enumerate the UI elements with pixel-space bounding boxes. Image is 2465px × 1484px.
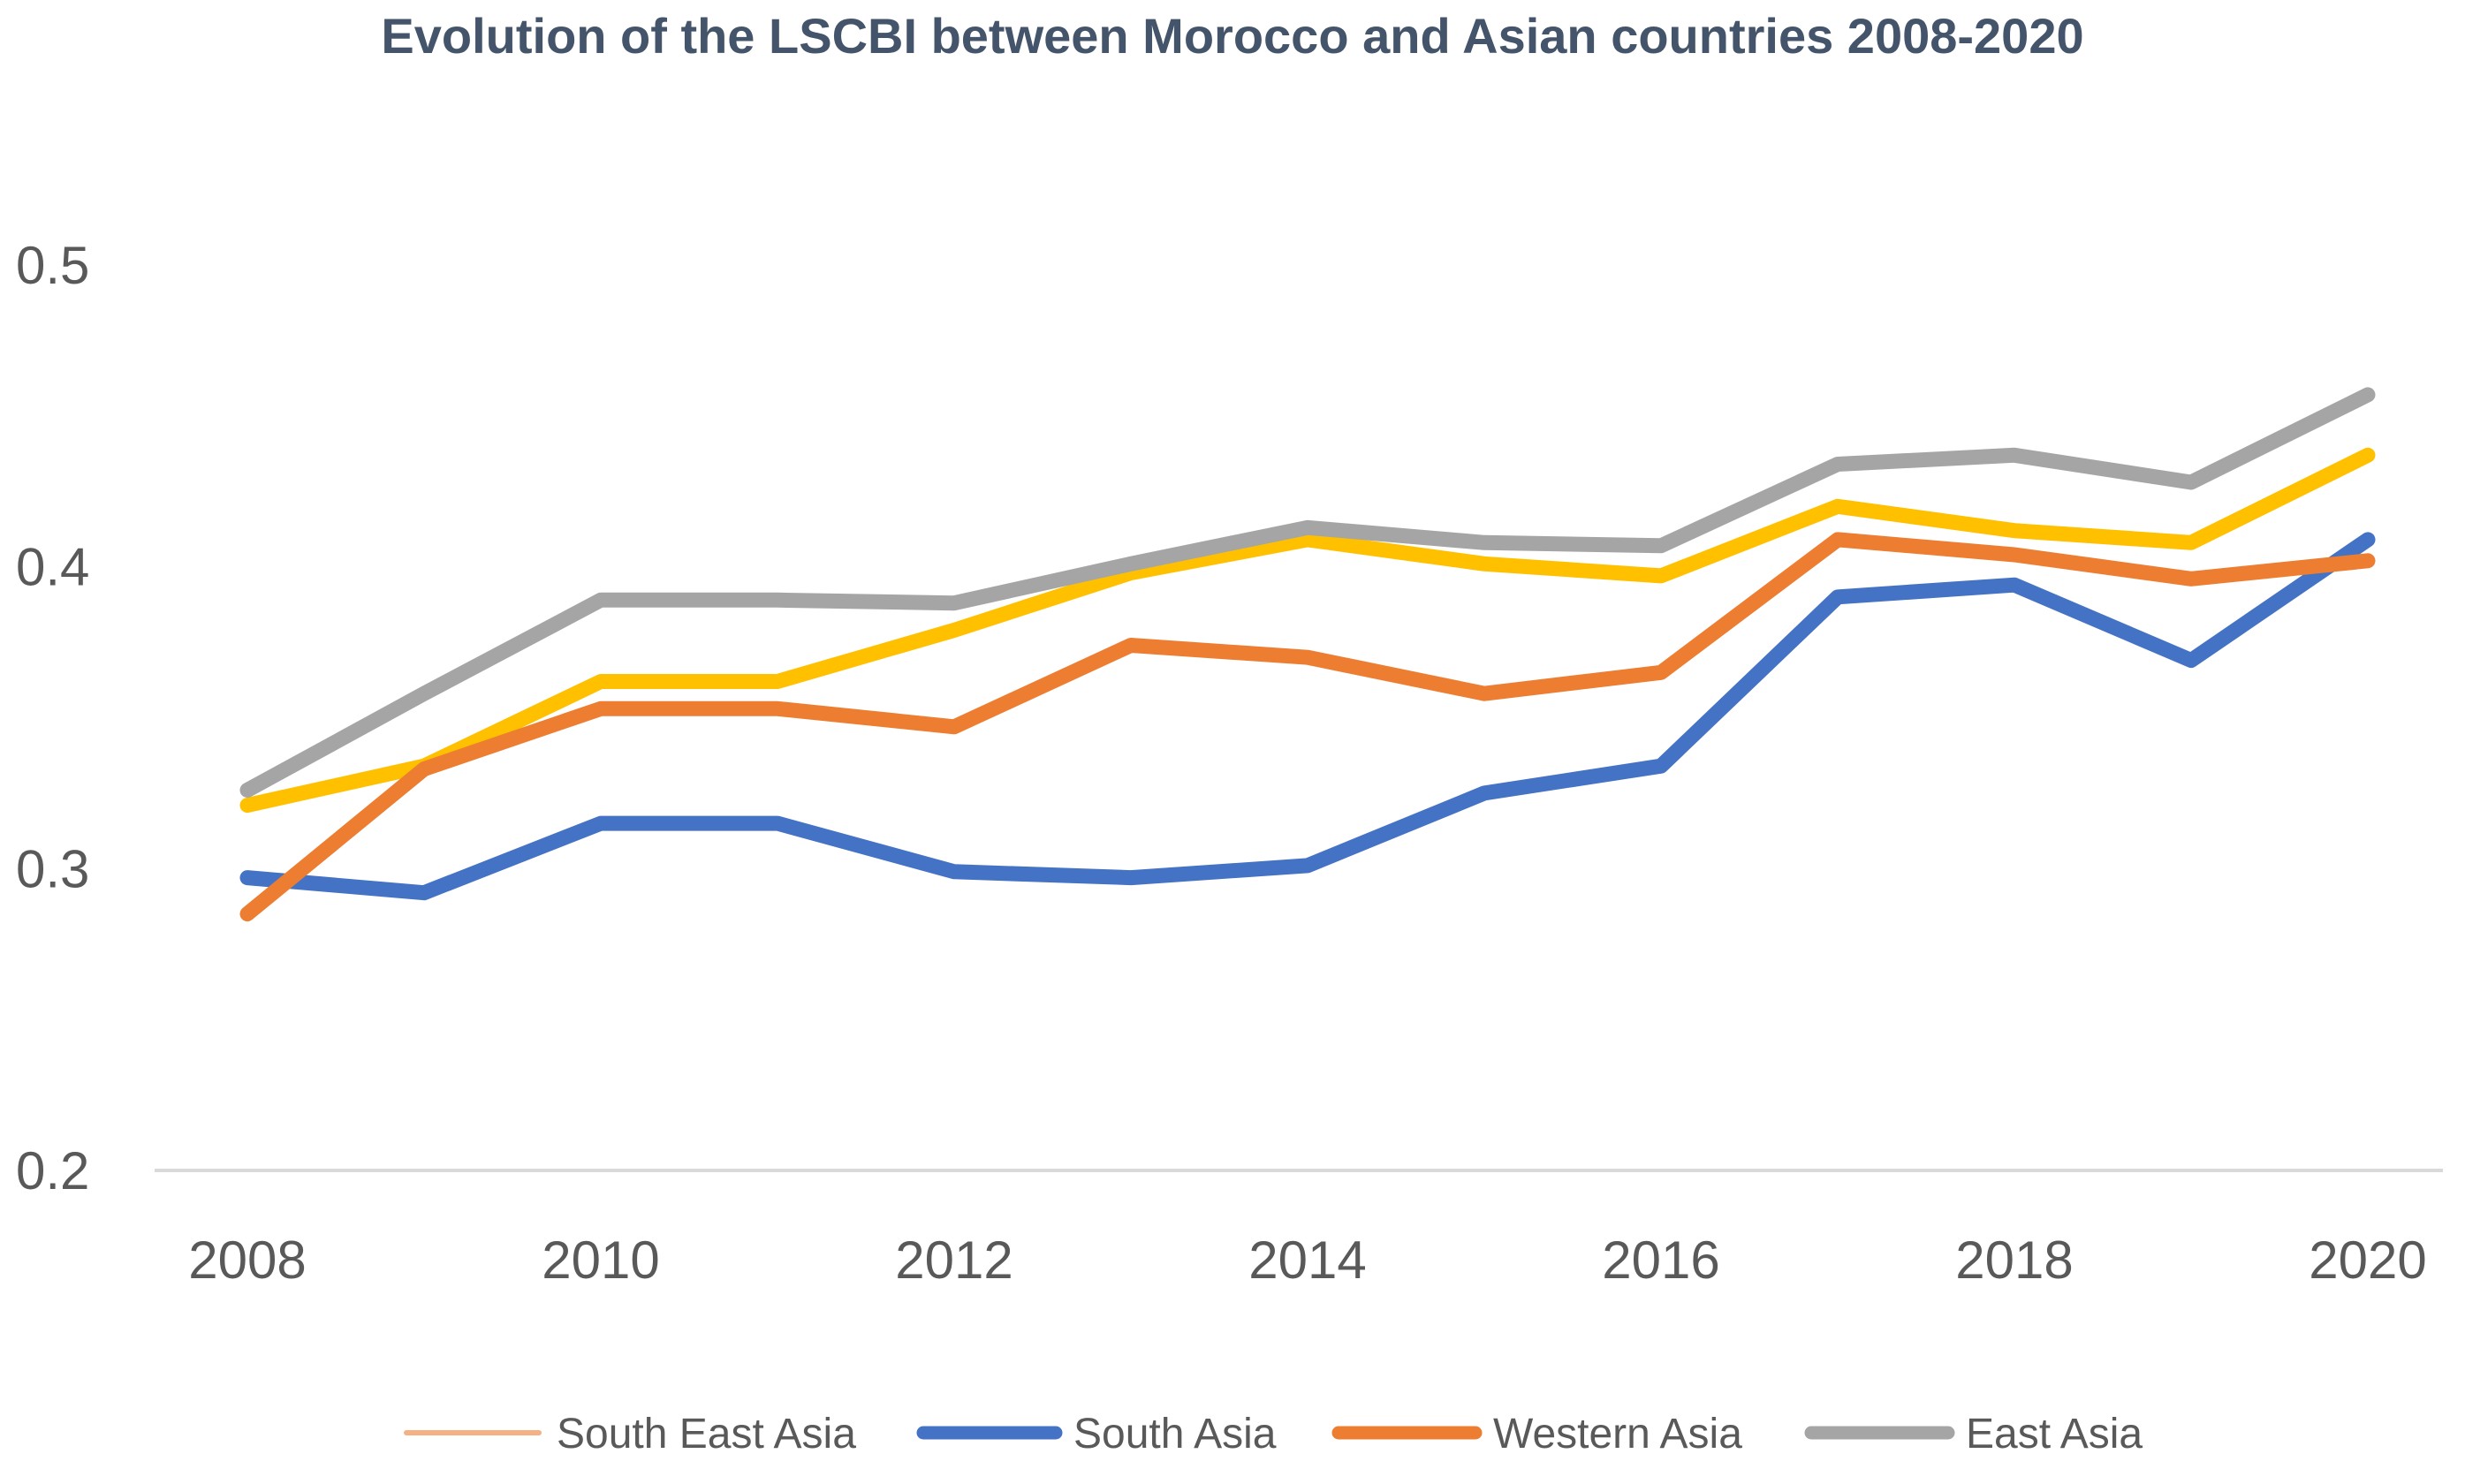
y-tick-label: 0.3 (16, 839, 89, 898)
series-line-western-asia (239, 532, 2376, 922)
legend: South East Asia South Asia Western Asia Eas… (404, 1411, 2143, 1458)
series-line-east-asia (239, 387, 2376, 798)
legend-label-western-asia: Western Asia (1493, 1411, 1742, 1458)
series-line-south-east-asia (239, 447, 2376, 814)
x-tick-label: 2016 (1602, 1230, 1719, 1290)
x-tick-label: 2020 (2309, 1230, 2426, 1290)
x-tick-label: 2014 (1248, 1230, 1366, 1290)
y-tick-label: 0.5 (16, 236, 89, 295)
y-axis-ticks: 0.2 0.3 0.4 0.5 (16, 236, 89, 1200)
x-tick-label: 2012 (895, 1230, 1013, 1290)
legend-label-east-asia: East Asia (1966, 1411, 2143, 1458)
x-tick-label: 2010 (542, 1230, 659, 1290)
legend-label-south-asia: South Asia (1073, 1411, 1277, 1458)
x-tick-label: 2008 (188, 1230, 306, 1290)
x-axis-ticks: 2008 2010 2012 2014 2016 2018 2020 (188, 1230, 2426, 1290)
series-lines (239, 387, 2376, 922)
series-line-south-asia (239, 532, 2376, 901)
x-tick-label: 2018 (1955, 1230, 2073, 1290)
chart-title: Evolution of the LSCBI between Morocco a… (381, 8, 2083, 64)
y-tick-label: 0.2 (16, 1141, 89, 1200)
legend-label-south-east-asia: South East Asia (557, 1411, 856, 1458)
y-tick-label: 0.4 (16, 538, 89, 597)
